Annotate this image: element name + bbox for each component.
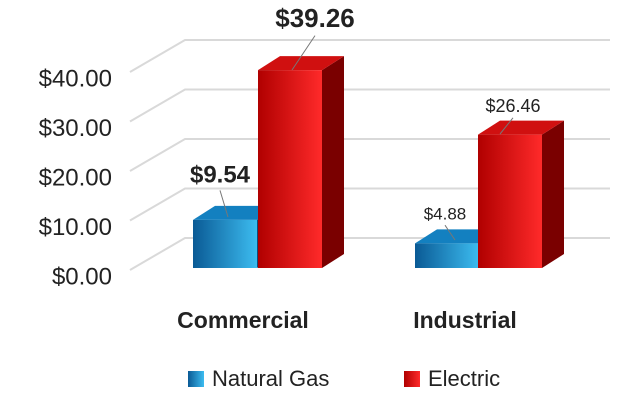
bar-side <box>542 120 564 268</box>
x-tick-label: Industrial <box>413 307 517 333</box>
bar <box>193 219 257 268</box>
x-tick-label: Commercial <box>177 307 309 333</box>
bar-top <box>478 120 564 135</box>
y-tick-label: $20.00 <box>39 164 112 191</box>
value-label: $4.88 <box>424 204 467 223</box>
grid-line <box>129 39 610 73</box>
y-tick-label: $10.00 <box>39 214 112 241</box>
legend-swatch <box>404 371 420 387</box>
grid-line <box>129 138 610 172</box>
bar-side <box>322 56 344 268</box>
y-tick-label: $0.00 <box>52 263 112 290</box>
grid-line <box>129 88 610 123</box>
leader-line <box>444 224 456 241</box>
bar-top <box>193 205 279 220</box>
leader-line <box>291 35 316 71</box>
bar <box>258 70 322 268</box>
value-label: $9.54 <box>190 161 251 188</box>
y-tick-label: $30.00 <box>39 115 112 142</box>
legend-label: Natural Gas <box>212 366 329 391</box>
leader-line <box>499 117 514 135</box>
value-label: $39.26 <box>275 3 355 33</box>
value-label: $26.46 <box>485 96 540 116</box>
grid-line <box>129 187 610 222</box>
bar-top <box>258 56 344 71</box>
legend-swatch <box>188 371 204 387</box>
legend-label: Electric <box>428 366 500 391</box>
bar <box>415 243 479 268</box>
bar <box>478 134 542 268</box>
y-tick-label: $40.00 <box>39 65 112 92</box>
leader-line <box>219 190 229 218</box>
